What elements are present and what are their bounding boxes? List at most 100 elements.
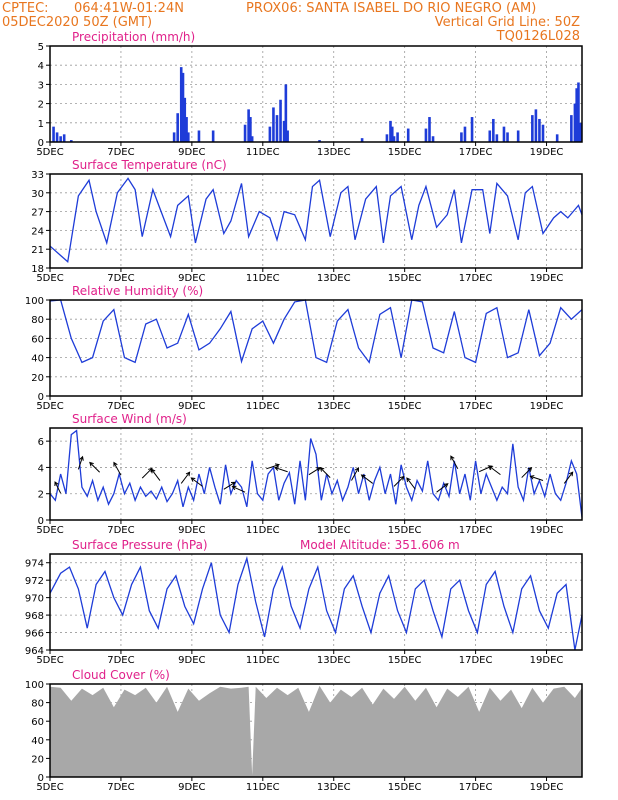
temperature-title: Surface Temperature (nC): [72, 158, 227, 172]
precipitation-xtick-label: 9DEC: [178, 147, 205, 158]
wind-arrow: [54, 481, 62, 494]
temperature-ytick-label: 24: [31, 226, 44, 237]
wind-arrow: [141, 467, 153, 479]
wind-arrow: [266, 463, 280, 470]
humidity-ytick-label: 0: [38, 392, 44, 403]
precipitation-xtick-label: 17DEC: [459, 147, 493, 158]
wind-arrow: [190, 477, 203, 487]
header-grid-line: Vertical Grid Line: 50Z: [435, 15, 580, 30]
precip-bar: [488, 130, 492, 142]
precip-bar: [573, 103, 577, 142]
precipitation-xtick-label: 7DEC: [107, 147, 134, 158]
precip-bar: [575, 88, 578, 142]
precip-bar: [577, 82, 580, 142]
pressure-xtick-label: 7DEC: [107, 655, 134, 666]
precipitation-xtick-label: 19DEC: [530, 147, 564, 158]
precip-bar: [197, 130, 201, 142]
precip-bar: [531, 115, 534, 142]
humidity-xtick-label: 5DEC: [36, 401, 63, 412]
cloud-cover-ytick-label: 0: [38, 773, 44, 784]
pressure-xtick-label: 11DEC: [246, 655, 280, 666]
pressure-xtick-label: 9DEC: [178, 655, 205, 666]
temperature-ytick-label: 21: [31, 245, 44, 256]
precip-bar: [59, 136, 62, 142]
wind-arrow: [360, 474, 374, 484]
wind-frame: [49, 427, 583, 521]
cloud-cover-frame: [49, 683, 583, 778]
precip-bar: [555, 134, 559, 142]
wind-arrow: [436, 483, 449, 493]
precip-bar: [55, 132, 59, 142]
precipitation-xtick-label: 11DEC: [246, 147, 280, 158]
temperature-xtick-label: 9DEC: [178, 273, 205, 284]
precip-bar: [534, 109, 538, 142]
temperature-xtick-label: 11DEC: [246, 273, 280, 284]
wind-ytick-label: 2: [38, 490, 44, 501]
wind-arrow: [563, 471, 574, 484]
precip-bar: [570, 115, 573, 142]
precip-bar: [176, 113, 179, 142]
wind-xtick-label: 19DEC: [530, 525, 564, 536]
precip-bar: [506, 132, 509, 142]
precip-bar: [492, 118, 495, 142]
temperature-frame: [49, 173, 583, 269]
temperature-ytick-label: 30: [31, 189, 44, 200]
temperature-ytick-label: 18: [31, 264, 44, 275]
precip-bar: [243, 124, 247, 142]
wind-xtick-label: 5DEC: [36, 525, 63, 536]
wind-arrow: [180, 471, 191, 484]
header-coords: 064:41W-01:24N: [74, 1, 184, 16]
wind-ytick-label: 6: [38, 437, 44, 448]
pressure-ytick-label: 968: [25, 611, 44, 622]
precip-bar: [470, 117, 474, 142]
precip-bar: [268, 126, 272, 142]
pressure-ytick-label: 970: [25, 594, 44, 605]
precip-bar: [172, 132, 176, 142]
precipitation-xtick-label: 5DEC: [36, 147, 63, 158]
precip-bar: [279, 99, 282, 142]
cloud-cover-xtick-label: 19DEC: [530, 782, 564, 793]
humidity-panel: 0 20 40 60 80 100 5DEC 7DEC 9DEC 11DEC 13DEC 15DEC 1…: [25, 284, 583, 412]
header-station: PROX06: SANTA ISABEL DO RIO NEGRO (AM): [246, 1, 536, 16]
precip-bar: [389, 120, 392, 142]
precip-bar: [272, 107, 275, 142]
header-source: CPTEC:: [2, 1, 49, 16]
precipitation-xtick-label: 13DEC: [317, 147, 351, 158]
wind-arrow: [406, 477, 416, 490]
temperature-xtick-label: 13DEC: [317, 273, 351, 284]
humidity-xtick-label: 17DEC: [459, 401, 493, 412]
wind-arrow: [231, 485, 246, 493]
cloud-cover-xtick-label: 7DEC: [107, 782, 134, 793]
cloud-cover-xtick-label: 11DEC: [246, 782, 280, 793]
pressure-series-line: [49, 555, 583, 651]
precip-bar: [247, 109, 250, 142]
wind-arrow: [223, 481, 236, 490]
humidity-series-line: [49, 299, 583, 364]
precipitation-ytick-label: 4: [38, 61, 44, 72]
precip-bar: [179, 67, 183, 142]
wind-arrow: [521, 467, 533, 478]
precip-bar: [181, 72, 185, 142]
precipitation-panel: 0 1 2 3 4 5 5DEC 7DEC 9DEC 11DEC 13DEC 15DEC 17DEC 19…: [36, 30, 583, 158]
pressure-ytick-label: 974: [25, 559, 44, 570]
pressure-xtick-label: 17DEC: [459, 655, 493, 666]
wind-series-line: [49, 429, 583, 518]
humidity-xtick-label: 15DEC: [388, 401, 422, 412]
cloud-cover-xtick-label: 9DEC: [178, 782, 205, 793]
wind-arrow: [89, 461, 101, 473]
precip-bar: [249, 117, 252, 142]
wind-arrow: [77, 455, 84, 470]
humidity-frame: [49, 299, 583, 397]
precip-bar: [360, 138, 364, 142]
cloud-cover-xtick-label: 17DEC: [459, 782, 493, 793]
wind-panel: 0 2 4 6 5DEC 7DEC 9DEC 11DEC 13DEC 15DEC 17DEC 19DE…: [36, 412, 583, 536]
pressure-annotation: Model Altitude: 351.606 m: [300, 538, 460, 552]
precip-bar: [183, 97, 187, 142]
pressure-xtick-label: 15DEC: [388, 655, 422, 666]
temperature-panel: 18 21 24 27 30 33 5DEC 7DEC 9DEC 11DEC 13DEC 15DEC 1…: [31, 158, 583, 284]
precip-bar: [275, 115, 279, 142]
precip-bar: [187, 132, 190, 142]
cloud-cover-xtick-label: 15DEC: [388, 782, 422, 793]
precip-bar: [460, 132, 463, 142]
humidity-ytick-label: 100: [25, 296, 44, 307]
